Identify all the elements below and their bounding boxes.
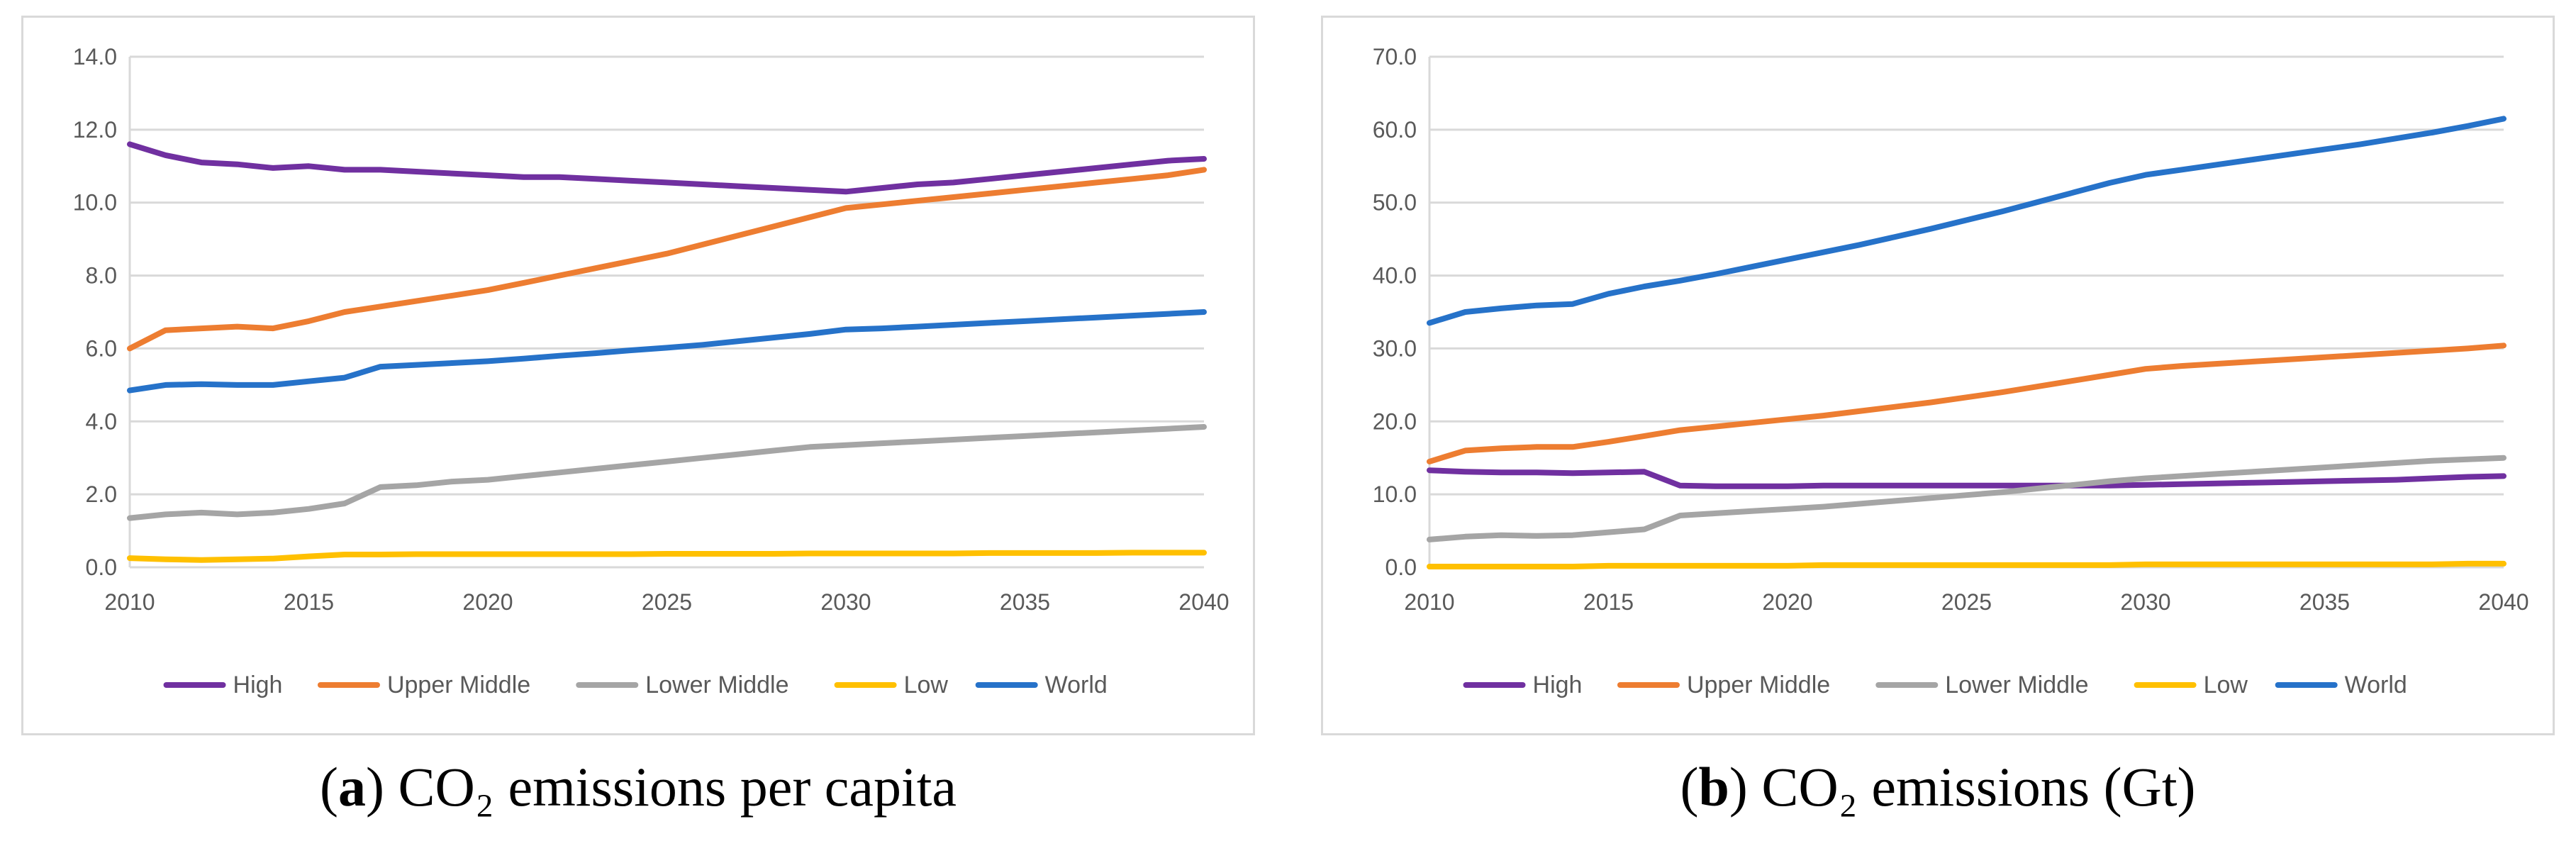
x-tick-label: 2010: [104, 589, 155, 615]
legend-label-high: High: [1533, 672, 1583, 698]
y-tick-label: 0.0: [86, 555, 117, 580]
y-tick-label: 6.0: [86, 335, 117, 361]
y-tick-label: 40.0: [1373, 263, 1417, 289]
x-tick-label: 2010: [1404, 589, 1454, 615]
x-tick-label: 2025: [1941, 589, 1992, 615]
x-tick-label: 2020: [462, 589, 513, 615]
x-tick-label: 2040: [1178, 589, 1229, 615]
legend-label-low: Low: [904, 672, 949, 698]
legend-label-lower-middle: Lower Middle: [1945, 672, 2088, 698]
y-tick-label: 2.0: [86, 481, 117, 507]
series-line-upper-middle: [1427, 342, 2507, 464]
series-line-low: [1427, 560, 2507, 569]
chart-a: 0.0 2.0 4.0 6.0 8.0 10.0 12.0 14.0 2010 2015 2020 2…: [73, 44, 1230, 698]
legend-label-lower-middle: Lower Middle: [645, 672, 788, 698]
legend-label-high: High: [233, 672, 283, 698]
y-tick-label: 60.0: [1373, 117, 1417, 143]
caption-a-text: CO₂ emissions per capita: [398, 756, 957, 818]
y-tick-label: 70.0: [1373, 44, 1417, 69]
series-line-lower-middle: [1427, 455, 2507, 542]
chart-b: 0.0 10.0 20.0 30.0 40.0 50.0 60.0 70.0 2010 2015 2…: [1373, 44, 2529, 698]
y-tick-label: 10.0: [1373, 481, 1417, 507]
x-tick-label: 2020: [1762, 589, 1812, 615]
x-tick-label: 2040: [2478, 589, 2528, 615]
legend-label-world: World: [1045, 672, 1108, 698]
legend-label-upper-middle: Upper Middle: [1687, 672, 1830, 698]
y-tick-label: 8.0: [86, 263, 117, 289]
series-line-lower-middle: [127, 424, 1207, 521]
caption-a: (a) CO₂ emissions per capita: [319, 756, 957, 818]
chart-panel-a: 0.0 2.0 4.0 6.0 8.0 10.0 12.0 14.0 2010 2015 2020 2…: [21, 16, 1255, 735]
series-line-world: [1427, 116, 2507, 326]
y-tick-label: 0.0: [1385, 555, 1417, 580]
x-tick-label: 2015: [284, 589, 334, 615]
series-line-low: [127, 550, 1207, 563]
caption-b: (b) CO₂ emissions (Gt): [1680, 756, 2196, 818]
series-line-upper-middle: [127, 167, 1207, 352]
y-tick-label: 20.0: [1373, 408, 1417, 434]
caption-b-letter: b: [1698, 756, 1729, 818]
y-tick-label: 10.0: [73, 190, 117, 216]
y-tick-label: 50.0: [1373, 190, 1417, 216]
series-line-world: [127, 309, 1207, 394]
x-tick-label: 2030: [820, 589, 871, 615]
x-tick-label: 2030: [2120, 589, 2170, 615]
legend-label-world: World: [2345, 672, 2407, 698]
x-tick-label: 2025: [642, 589, 692, 615]
legend-label-low: Low: [2204, 672, 2248, 698]
x-tick-label: 2035: [1000, 589, 1050, 615]
y-tick-label: 12.0: [73, 117, 117, 143]
chart-panel-b: 0.0 10.0 20.0 30.0 40.0 50.0 60.0 70.0 2010 2015 2…: [1321, 16, 2555, 735]
y-tick-label: 30.0: [1373, 335, 1417, 361]
caption-b-text: CO₂ emissions (Gt): [1761, 756, 2196, 818]
caption-a-letter: a: [338, 756, 366, 818]
series-line-high: [1427, 467, 2507, 489]
legend-label-upper-middle: Upper Middle: [387, 672, 530, 698]
x-tick-label: 2015: [1583, 589, 1634, 615]
y-tick-label: 14.0: [73, 44, 117, 69]
y-tick-label: 4.0: [86, 408, 117, 434]
x-tick-label: 2035: [2299, 589, 2350, 615]
series-line-high: [127, 141, 1207, 195]
